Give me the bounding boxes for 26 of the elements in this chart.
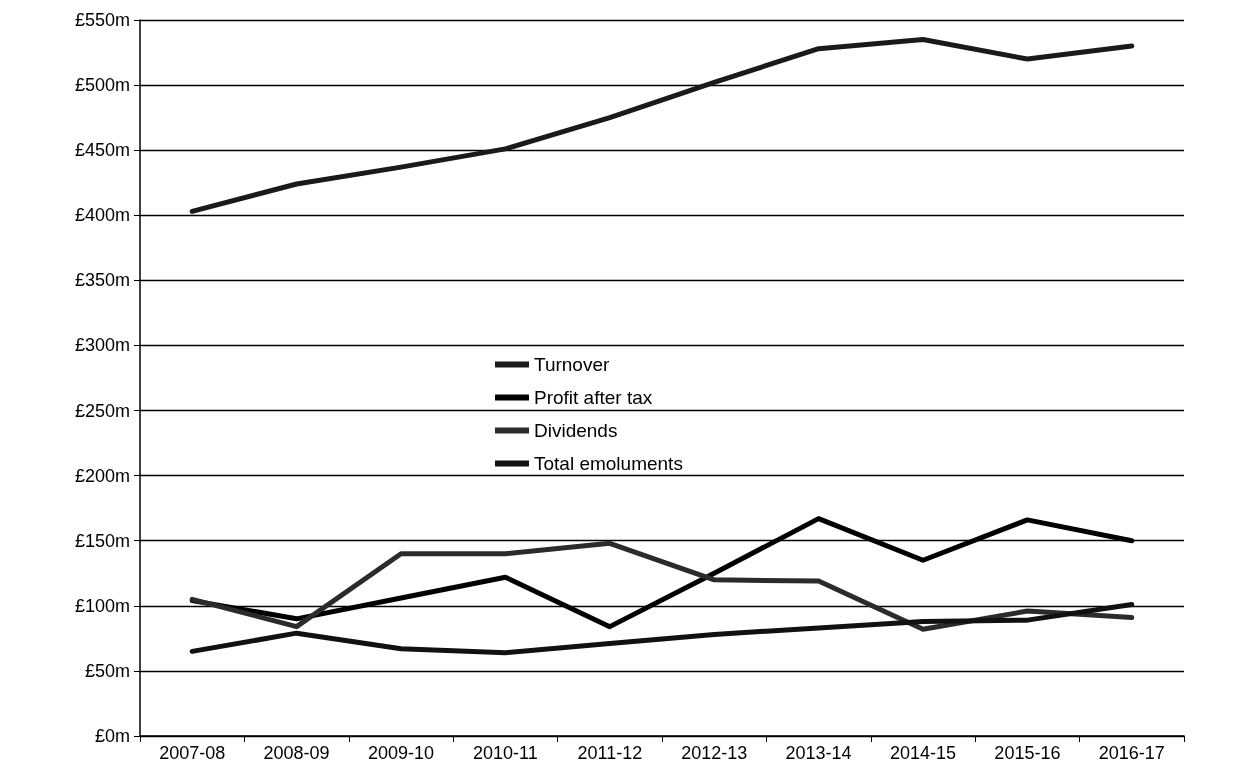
x-tick-label: 2013-14 bbox=[785, 743, 852, 763]
legend-label: Total emoluments bbox=[534, 453, 683, 474]
y-tick-label: £350m bbox=[74, 270, 130, 291]
x-tick-label: 2015-16 bbox=[994, 743, 1061, 763]
y-tick-label: £250m bbox=[74, 400, 130, 421]
x-tick-label: 2007-08 bbox=[159, 743, 226, 763]
y-tick-label: £450m bbox=[74, 140, 130, 161]
y-tick-label: £50m bbox=[84, 660, 130, 681]
legend-label: Turnover bbox=[534, 354, 610, 375]
x-tick-label: 2010-11 bbox=[473, 743, 538, 763]
x-tick-label: 2016-17 bbox=[1098, 743, 1165, 763]
y-tick-label: £200m bbox=[74, 465, 130, 486]
y-tick-label: £150m bbox=[74, 530, 130, 551]
legend-label: Dividends bbox=[534, 420, 618, 441]
x-tick-label: 2011-12 bbox=[577, 743, 643, 763]
x-tick-label: 2012-13 bbox=[681, 743, 748, 763]
y-tick-label: £0m bbox=[94, 726, 130, 746]
y-tick-label: £550m bbox=[74, 10, 130, 30]
y-tick-label: £300m bbox=[74, 335, 130, 356]
y-tick-label: £500m bbox=[74, 75, 130, 96]
y-tick-label: £400m bbox=[74, 205, 130, 226]
x-tick-label: 2008-09 bbox=[263, 743, 330, 763]
y-tick-label: £100m bbox=[74, 595, 130, 616]
legend-label: Profit after tax bbox=[534, 387, 653, 408]
x-tick-label: 2014-15 bbox=[889, 743, 957, 763]
x-tick-label: 2009-10 bbox=[367, 743, 435, 763]
